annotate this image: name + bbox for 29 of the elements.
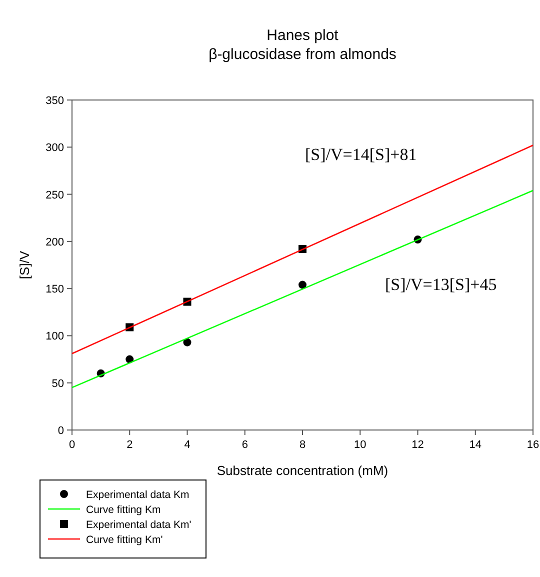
x-tick-label: 4 <box>184 439 190 451</box>
y-tick-label: 250 <box>46 189 64 202</box>
y-tick-label: 0 <box>58 425 64 437</box>
legend-label: Curve fitting Km <box>86 504 161 516</box>
chart-title: Hanes plot <box>266 27 340 44</box>
annotation: [S]/V=13[S]+45 <box>385 275 497 294</box>
x-tick-label: 0 <box>68 439 76 451</box>
legend-label: Experimental data Km <box>86 489 190 501</box>
y-tick-label: 50 <box>52 378 64 390</box>
point <box>183 338 192 346</box>
x-tick-label: 6 <box>242 439 248 451</box>
x-tick-label: 10 <box>354 439 366 451</box>
x-axis-title: Substrate concentration (mM) <box>216 463 388 478</box>
y-tick-label: 150 <box>46 284 64 296</box>
x-tick-label: 2 <box>126 439 133 451</box>
x-tick-label: 8 <box>299 439 306 451</box>
y-tick-label: 200 <box>46 236 64 248</box>
chart-subtitle: β-glucosidase from almonds <box>208 46 396 63</box>
legend-label: Experimental data Km' <box>86 519 192 531</box>
y-axis-title: [S]/V <box>17 250 32 280</box>
x-tick-label: 16 <box>526 439 540 451</box>
annotation: [S]/V=14[S]+81 <box>305 145 417 164</box>
y-tick-label: 300 <box>46 142 64 154</box>
y-tick-label: 350 <box>46 95 64 107</box>
point <box>298 280 306 289</box>
y-tick-label: 100 <box>46 330 64 343</box>
x-tick-label: 14 <box>469 439 482 451</box>
x-tick-label: 12 <box>412 439 424 451</box>
legend-label: Curve fitting Km' <box>86 534 163 546</box>
